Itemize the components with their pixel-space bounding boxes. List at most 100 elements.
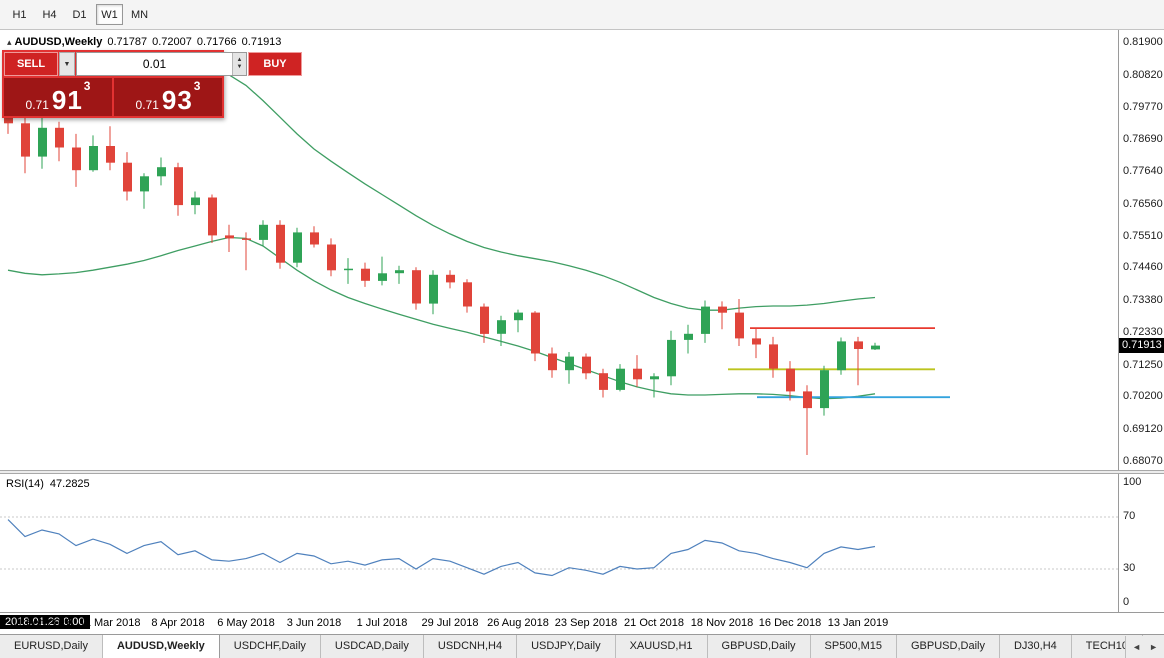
candle-bearish <box>208 197 217 236</box>
spin-down-icon[interactable]: ▼ <box>236 64 243 70</box>
price-scale[interactable]: 0.71913 0.81900 0.80820 0.79770 0.78690 0.77… <box>1118 30 1164 612</box>
candle-bearish <box>854 341 863 349</box>
candle-bullish <box>616 368 625 390</box>
chart-tab-audusd-weekly[interactable]: AUDUSD,Weekly <box>102 635 220 658</box>
candle-bullish <box>344 268 353 271</box>
time-axis-label: 3 Jun 2018 <box>286 617 342 629</box>
chart-header: ▴ AUDUSD,Weekly 0.71787 0.72007 0.71766 0.719… <box>7 36 281 48</box>
ask-prefix: 0.71 <box>135 98 159 112</box>
sell-button[interactable]: SELL <box>4 52 58 76</box>
lot-spinner[interactable]: ▲ ▼ <box>232 53 246 75</box>
time-axis[interactable]: 2018.01.28 0:00 11 Feb 2018 11 Mar 2018 8 … <box>0 612 1164 634</box>
panel-splitter[interactable] <box>0 470 1164 474</box>
chart-tab-usdchf-daily[interactable]: USDCHF,Daily <box>219 635 321 658</box>
candle-bullish <box>259 224 268 240</box>
candle-bullish <box>38 127 47 157</box>
candle-bearish <box>55 127 64 148</box>
candle-bullish <box>514 312 523 321</box>
chart-tab-usdcnh-h4[interactable]: USDCNH,H4 <box>423 635 518 658</box>
tab-scroll-controls: ◄ ► <box>1125 636 1164 658</box>
bollinger-lower-band <box>7 236 876 400</box>
chart-tab-usdjpy-daily[interactable]: USDJPY,Daily <box>517 635 616 658</box>
price-scale-label: 0.73380 <box>1123 294 1163 306</box>
time-axis-label: 13 Jan 2019 <box>827 617 889 629</box>
first-bar-date-box: 2018.01.28 0:00 <box>0 615 90 629</box>
chart-tab-gbpusd-daily[interactable]: GBPUSD,Daily <box>897 635 1000 658</box>
ask-big-digits: 93 <box>161 85 193 115</box>
candle-bearish <box>361 268 370 281</box>
candle-bearish <box>327 244 336 271</box>
tabs-scroll-left-button[interactable]: ◄ <box>1132 642 1142 652</box>
bid-price-display[interactable]: 0.71 91 3 <box>4 78 112 116</box>
lot-size-input[interactable] <box>77 53 232 75</box>
spin-up-icon[interactable]: ▲ <box>236 57 243 63</box>
timeframe-button-h1[interactable]: H1 <box>6 4 33 25</box>
candle-bullish <box>191 197 200 206</box>
price-scale-label: 0.72330 <box>1123 326 1163 338</box>
price-scale-label: 0.81900 <box>1123 36 1163 48</box>
candle-bearish <box>72 147 81 171</box>
ask-price-display[interactable]: 0.71 93 3 <box>114 78 222 116</box>
candle-bullish <box>701 306 710 334</box>
time-axis-label: 6 May 2018 <box>217 617 275 629</box>
buy-button[interactable]: BUY <box>248 52 302 76</box>
candle-bearish <box>752 338 761 345</box>
candle-bearish <box>123 162 132 192</box>
candle-bearish <box>276 224 285 263</box>
main-chart-canvas[interactable] <box>0 30 1118 470</box>
candle-bullish <box>89 146 98 171</box>
time-axis-label: 29 Jul 2018 <box>421 617 479 629</box>
rsi-line <box>7 519 876 577</box>
candle-bullish <box>378 273 387 281</box>
candle-bullish <box>497 320 506 334</box>
tab-strip: EURUSD,Daily AUDUSD,Weekly USDCHF,Daily USD… <box>0 635 1164 658</box>
rsi-scale-label: 30 <box>1123 562 1136 574</box>
chart-tab-gbpusd-daily[interactable]: GBPUSD,Daily <box>707 635 811 658</box>
rsi-panel-canvas[interactable] <box>0 474 1118 612</box>
chart-tab-sp500-m15[interactable]: SP500,M15 <box>810 635 897 658</box>
candle-bearish <box>480 306 489 334</box>
candle-bearish <box>412 270 421 304</box>
candle-bearish <box>463 282 472 307</box>
candle-bearish <box>599 373 608 390</box>
chart-tab-eurusd-daily[interactable]: EURUSD,Daily <box>0 635 103 658</box>
chart-tab-usdcad-daily[interactable]: USDCAD,Daily <box>320 635 424 658</box>
timeframe-toolbar: H1 H4 D1 W1 MN <box>0 0 1164 30</box>
candle-bearish <box>718 306 727 313</box>
timeframe-button-d1[interactable]: D1 <box>66 4 93 25</box>
rsi-scale-label: 100 <box>1123 476 1142 488</box>
chart-tab-dj30-h4[interactable]: DJ30,H4 <box>999 635 1072 658</box>
candle-bearish <box>106 146 115 163</box>
price-scale-label: 0.78690 <box>1123 133 1163 145</box>
candle-bullish <box>140 176 149 192</box>
candle-bearish <box>446 274 455 283</box>
candle-bearish <box>582 356 591 374</box>
candle-bullish <box>667 339 676 377</box>
price-scale-label: 0.75510 <box>1123 230 1163 242</box>
lot-dropdown-button[interactable]: ▼ <box>59 52 75 76</box>
chart-symbol-label: AUDUSD,Weekly <box>14 36 103 48</box>
candle-bearish <box>310 232 319 245</box>
candle-bearish <box>174 167 183 206</box>
price-scale-label: 0.68070 <box>1123 455 1163 467</box>
current-price-badge: 0.71913 <box>1119 338 1164 353</box>
candle-bearish <box>803 391 812 409</box>
bid-pipette: 3 <box>83 79 91 93</box>
one-click-trading-panel: SELL ▼ ▲ ▼ BUY 0.71 91 3 0.71 93 3 <box>2 50 302 118</box>
timeframe-button-w1[interactable]: W1 <box>96 4 123 25</box>
candle-bearish <box>735 312 744 339</box>
timeframe-button-mn[interactable]: MN <box>126 4 153 25</box>
timeframe-button-h4[interactable]: H4 <box>36 4 63 25</box>
time-axis-label: 21 Oct 2018 <box>624 617 684 629</box>
price-scale-label: 0.69120 <box>1123 423 1163 435</box>
ohlc-high: 0.72007 <box>152 36 192 48</box>
chevron-down-icon: ▼ <box>63 60 71 68</box>
chart-tab-xauusd-h1[interactable]: XAUUSD,H1 <box>615 635 708 658</box>
tabs-scroll-right-button[interactable]: ► <box>1149 642 1158 652</box>
time-axis-label: 23 Sep 2018 <box>554 617 618 629</box>
time-axis-label: 8 Apr 2018 <box>151 617 205 629</box>
rsi-scale-label: 70 <box>1123 510 1136 522</box>
price-scale-label: 0.74460 <box>1123 261 1163 273</box>
candle-bearish <box>786 368 795 392</box>
